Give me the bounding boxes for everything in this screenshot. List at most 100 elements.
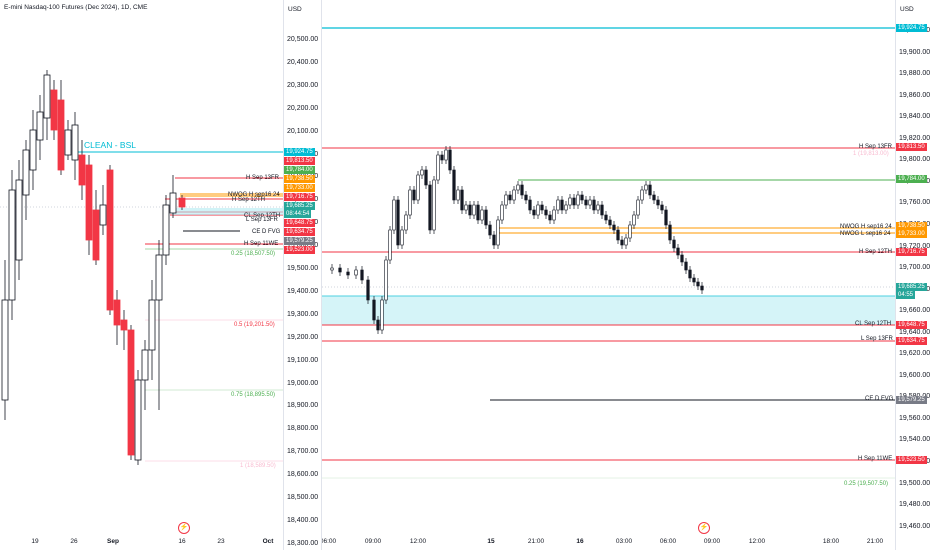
price-badge: 19,523.50 xyxy=(896,456,927,464)
candle xyxy=(428,181,432,234)
candle xyxy=(480,206,484,224)
price-tick: 20,200.00 xyxy=(287,104,319,112)
lightning-icon[interactable]: ⚡ xyxy=(178,522,190,534)
candle xyxy=(584,196,588,209)
level-label: L Sep 13FR xyxy=(246,217,278,223)
candle xyxy=(444,146,448,164)
price-tick: 19,300.00 xyxy=(287,310,319,318)
candle xyxy=(488,221,492,239)
price-badge: 19,738.50 xyxy=(896,222,927,230)
price-badge: 19,716.75 xyxy=(284,193,315,201)
candle xyxy=(572,194,576,209)
candle xyxy=(330,264,334,274)
fib-label: 0.75 (18,895.50) xyxy=(231,392,276,398)
level-label: CE D FVG xyxy=(865,396,894,402)
price-badge: 04:55 xyxy=(896,291,916,299)
time-tick: 12:00 xyxy=(748,538,766,545)
candle xyxy=(620,236,624,249)
candle xyxy=(92,190,100,265)
candle xyxy=(676,244,680,259)
candle xyxy=(632,211,636,229)
candle xyxy=(600,201,604,219)
fib-label: 0.25 (18,507.50) xyxy=(231,251,276,257)
candle xyxy=(668,221,672,244)
price-badge: 19,784.00 xyxy=(284,166,315,174)
candle xyxy=(608,216,612,229)
price-tick: 19,800.00 xyxy=(899,156,931,164)
candle xyxy=(636,196,640,219)
lightning-icon[interactable]: ⚡ xyxy=(698,522,710,534)
candle xyxy=(412,186,416,204)
candle xyxy=(43,70,51,140)
candle xyxy=(113,290,121,345)
candle xyxy=(376,316,380,334)
candle xyxy=(484,206,488,229)
price-tick: 20,100.00 xyxy=(287,127,319,135)
candle xyxy=(592,196,596,214)
candle xyxy=(556,196,560,214)
candle xyxy=(1,260,9,420)
time-tick: 16 xyxy=(576,538,584,545)
price-tick: 18,700.00 xyxy=(287,448,319,456)
time-tick: 03:00 xyxy=(615,538,633,545)
candle xyxy=(540,201,544,214)
clean-bsl-label: CLEAN - BSL xyxy=(84,140,136,150)
price-tick: 18,900.00 xyxy=(287,402,319,410)
candle xyxy=(354,266,358,279)
candle xyxy=(141,340,149,410)
price-badge: 19,716.75 xyxy=(896,248,927,256)
price-tick: 18,400.00 xyxy=(287,516,319,524)
intraday-chart-pane[interactable]: H Sep 13FR 1 (19,813.00) NWOG H sep16 24 NW… xyxy=(321,0,896,550)
level-label: H Sep 12TH xyxy=(859,249,893,255)
candle xyxy=(396,196,400,249)
candle xyxy=(8,170,16,320)
price-tick: 19,600.00 xyxy=(287,242,318,249)
candle xyxy=(372,296,376,324)
price-tick: 18,300.00 xyxy=(287,539,319,547)
candle xyxy=(492,231,496,249)
price-tick: 18,600.00 xyxy=(287,471,319,479)
candle xyxy=(50,80,58,140)
price-tick: 19,900.00 xyxy=(899,48,931,56)
candle xyxy=(36,95,44,160)
time-tick: 21:00 xyxy=(866,538,884,545)
level-label: CL Sep 12TH xyxy=(244,213,281,219)
candle xyxy=(472,201,476,219)
candle xyxy=(64,120,72,160)
candle xyxy=(392,196,396,234)
daily-chart-pane[interactable]: E-mini Nasdaq-100 Futures (Dec 2024), 1D… xyxy=(0,0,283,550)
candle xyxy=(78,140,86,200)
candle xyxy=(436,151,440,184)
level-label: 0.25 (19,507.50) xyxy=(844,481,889,487)
price-tick: 18,500.00 xyxy=(287,494,319,501)
price-badge: 19,813.50 xyxy=(284,157,315,165)
candle xyxy=(464,201,468,214)
candle xyxy=(648,181,652,199)
price-tick: 19,560.00 xyxy=(899,414,931,422)
candle xyxy=(612,221,616,234)
candle xyxy=(596,201,600,214)
price-badge: 19,648.75 xyxy=(896,321,927,329)
level-label: H Sep 11WE xyxy=(244,241,279,247)
price-badge: 19,685.25 xyxy=(284,202,315,210)
candle xyxy=(544,206,548,219)
candle xyxy=(388,226,392,264)
candle xyxy=(688,266,692,282)
candle xyxy=(380,296,384,334)
price-tick: 19,400.00 xyxy=(287,287,319,295)
candle xyxy=(460,186,464,214)
price-badge: 19,813.50 xyxy=(896,143,927,151)
candle xyxy=(516,181,520,194)
candle xyxy=(468,201,472,219)
price-badge: 19,579.25 xyxy=(284,237,315,245)
candle xyxy=(684,258,688,274)
price-tick: 19,000.00 xyxy=(287,379,319,387)
price-badge: 19,784.00 xyxy=(896,175,927,183)
time-tick: 26 xyxy=(70,538,78,545)
daily-price-axis[interactable]: USD 20,500.00 20,400.00 20,300.00 20,200.00… xyxy=(283,0,322,550)
candle xyxy=(656,196,660,209)
candle xyxy=(404,211,408,234)
candle xyxy=(420,166,424,179)
candle xyxy=(512,186,516,204)
intraday-price-axis[interactable]: USD 19,920.0019,900.0019,880.0019,860.00… xyxy=(895,0,932,550)
